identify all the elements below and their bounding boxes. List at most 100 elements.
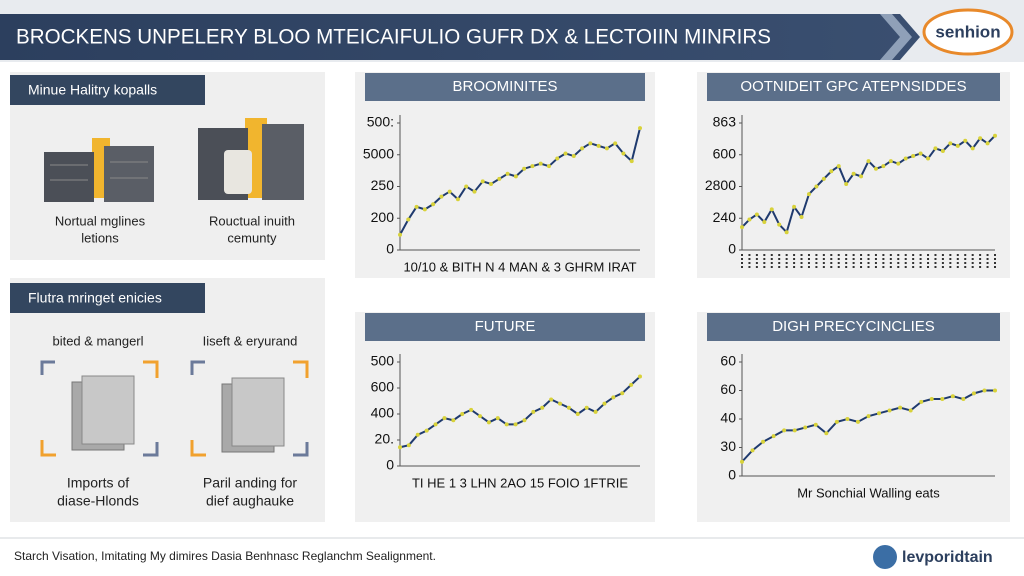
point (792, 428, 797, 433)
item-label: dief aughauke (206, 493, 294, 509)
point (620, 391, 625, 396)
point (754, 212, 759, 217)
point (513, 174, 518, 179)
point (414, 204, 419, 209)
server-icon (44, 138, 154, 202)
point (460, 412, 465, 416)
point (918, 151, 923, 156)
item-label: bited & mangerl (52, 333, 143, 348)
point (866, 159, 871, 164)
chart-panel (697, 312, 1010, 522)
point (549, 397, 554, 402)
header-bar (0, 14, 920, 60)
point (442, 416, 447, 421)
y-tick-label: 0 (728, 467, 736, 483)
point (480, 179, 485, 184)
point (769, 207, 774, 212)
footer-logo-icon (873, 545, 897, 569)
point (464, 184, 469, 189)
point (497, 176, 502, 181)
point (859, 174, 864, 179)
point (522, 166, 527, 171)
point (940, 397, 945, 402)
frame-corners (40, 360, 309, 457)
point (406, 217, 411, 222)
chart-title: OOTNIDEIT GPC ATEPNSIDDES (740, 78, 966, 95)
point (415, 432, 420, 437)
y-tick-label: 250 (371, 177, 395, 193)
point (784, 230, 789, 235)
point (540, 405, 545, 410)
chart-title-bar (365, 313, 645, 341)
point (558, 401, 562, 406)
point (834, 419, 839, 424)
point (813, 422, 818, 427)
point (799, 214, 804, 219)
point (803, 425, 808, 430)
point (993, 388, 997, 393)
item-label: Imports of (67, 475, 129, 491)
point (638, 126, 642, 131)
header-title: BROCKENS UNPELERY BLOO MTEICAIFULIO GUFR… (16, 26, 771, 49)
point (629, 382, 634, 387)
point (978, 136, 983, 141)
point (888, 159, 893, 164)
chart-title-bar (707, 73, 1000, 101)
y-tick-label: 0 (386, 457, 394, 473)
point (580, 146, 585, 151)
panel-tab (10, 283, 205, 313)
point (555, 156, 560, 161)
point (961, 397, 966, 402)
point (814, 184, 819, 189)
point (563, 151, 568, 156)
point (782, 428, 787, 433)
point (903, 156, 908, 161)
server-icon (198, 118, 304, 200)
point (911, 154, 916, 159)
point (472, 189, 477, 194)
y-tick-label: 60 (720, 353, 736, 369)
x-axis-label: TI HE 1 3 LHN 2AO 15 FOIO 1FTRIE (412, 475, 628, 490)
point (588, 141, 593, 146)
item-label: diase-Hlonds (57, 493, 139, 509)
point (538, 161, 543, 166)
item-label: Nortual mglines (55, 213, 146, 228)
point (530, 164, 535, 169)
point (433, 422, 438, 427)
point (919, 399, 924, 404)
point (955, 143, 960, 148)
point (896, 161, 901, 166)
point (575, 412, 580, 416)
point (566, 405, 571, 410)
point (970, 146, 975, 151)
item-label: letions (81, 230, 119, 245)
point (424, 428, 429, 433)
chart-panel (355, 312, 655, 522)
point (762, 220, 767, 225)
point (613, 141, 618, 146)
point (836, 164, 841, 169)
point (522, 418, 527, 423)
footer-text: Starch Visation, Imitating My dimires Da… (14, 549, 436, 563)
point (948, 141, 953, 146)
point (806, 192, 811, 197)
point (950, 394, 955, 399)
x-axis-label: 10/10 & BITH N 4 MAN & 3 GHRM IRAT (403, 259, 636, 274)
point (821, 176, 826, 181)
point (993, 133, 997, 138)
point (844, 181, 849, 186)
point (422, 207, 427, 212)
point (926, 156, 931, 161)
point (929, 397, 934, 402)
point (908, 408, 913, 413)
point (740, 225, 744, 230)
point (873, 166, 878, 171)
point (398, 232, 402, 237)
point (638, 374, 642, 379)
y-tick-label: 863 (713, 114, 737, 130)
y-tick-label: 500: (367, 114, 394, 130)
point (933, 146, 938, 151)
point (985, 141, 990, 146)
point (971, 391, 976, 396)
